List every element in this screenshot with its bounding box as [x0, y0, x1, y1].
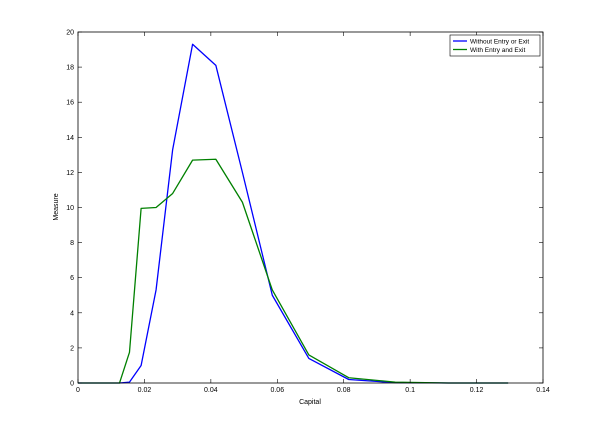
series-layer	[78, 43, 509, 384]
x-tick-label: 0.04	[204, 387, 218, 394]
plot-frame	[77, 31, 544, 384]
y-tick-label: 20	[66, 30, 74, 37]
x-tick-label: 0.1	[405, 387, 415, 394]
x-tick-label: 0.08	[337, 387, 351, 394]
y-tick-label: 18	[66, 65, 74, 72]
legend-box	[449, 34, 541, 57]
y-tick-label: 2	[70, 345, 74, 352]
y-tick-label: 6	[70, 275, 74, 282]
y-axis-label: Measure	[53, 193, 60, 220]
y-tick-label: 16	[66, 100, 74, 107]
y-tick-label: 4	[70, 310, 74, 317]
x-tick-label: 0.12	[470, 387, 484, 394]
x-tick-label: 0.14	[536, 387, 550, 394]
legend: Without Entry or Exit With Entry and Exit	[449, 34, 541, 57]
series-line-1	[78, 43, 509, 384]
x-tick-label: 0.02	[138, 387, 152, 394]
x-axis-label: Capital	[299, 399, 321, 406]
y-tick-label: 14	[66, 135, 74, 142]
x-tick-label: 0.06	[270, 387, 284, 394]
y-tick-label: 0	[70, 381, 74, 388]
series-line-2	[78, 158, 509, 384]
y-tick-label: 8	[70, 240, 74, 247]
legend-label: Without Entry or Exit	[470, 38, 529, 45]
y-tick-label: 12	[66, 170, 74, 177]
y-tick-label: 10	[66, 205, 74, 212]
x-tick-label: 0	[76, 387, 80, 394]
legend-label: With Entry and Exit	[470, 47, 525, 54]
